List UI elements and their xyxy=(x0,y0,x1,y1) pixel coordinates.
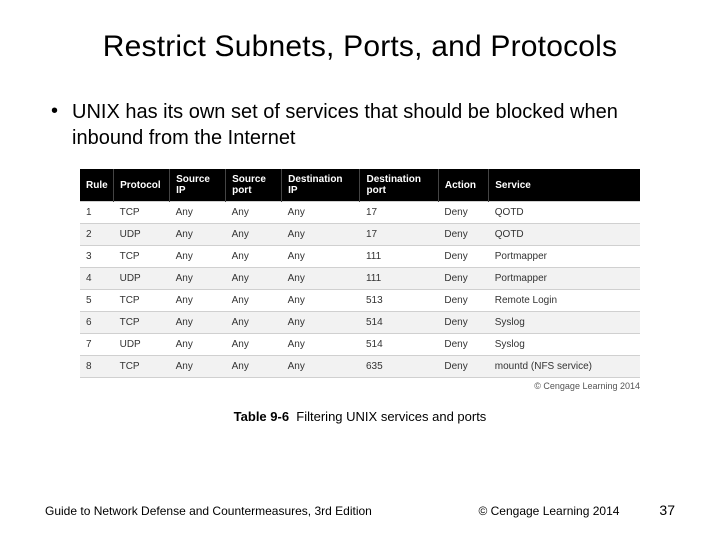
column-header: Action xyxy=(438,169,488,202)
table-cell: TCP xyxy=(114,202,170,224)
table-cell: Any xyxy=(282,312,360,334)
table-cell: Deny xyxy=(438,290,488,312)
table-cell: 7 xyxy=(80,334,114,356)
table-cell: UDP xyxy=(114,334,170,356)
table-cell: Any xyxy=(226,268,282,290)
table-cell: Deny xyxy=(438,246,488,268)
footer-copyright: © Cengage Learning 2014 xyxy=(478,504,619,518)
table-cell: 111 xyxy=(360,246,438,268)
services-table-wrap: RuleProtocolSource IPSource portDestinat… xyxy=(80,169,640,378)
table-row: 3TCPAnyAnyAny111DenyPortmapper xyxy=(80,246,640,268)
table-copyright: © Cengage Learning 2014 xyxy=(80,381,640,391)
table-cell: UDP xyxy=(114,268,170,290)
table-cell: QOTD xyxy=(489,202,640,224)
table-caption: Table 9-6 Filtering UNIX services and po… xyxy=(45,409,675,424)
bullet-text: UNIX has its own set of services that sh… xyxy=(72,99,675,151)
column-header: Destination port xyxy=(360,169,438,202)
table-cell: Any xyxy=(282,334,360,356)
table-cell: 3 xyxy=(80,246,114,268)
table-cell: Deny xyxy=(438,334,488,356)
table-cell: Any xyxy=(226,246,282,268)
table-cell: Deny xyxy=(438,268,488,290)
table-cell: Any xyxy=(170,334,226,356)
table-cell: Any xyxy=(226,356,282,378)
table-cell: TCP xyxy=(114,356,170,378)
table-cell: Any xyxy=(170,202,226,224)
table-cell: Any xyxy=(170,224,226,246)
table-cell: TCP xyxy=(114,246,170,268)
table-cell: 2 xyxy=(80,224,114,246)
column-header: Destination IP xyxy=(282,169,360,202)
table-row: 6TCPAnyAnyAny514DenySyslog xyxy=(80,312,640,334)
table-row: 4UDPAnyAnyAny111DenyPortmapper xyxy=(80,268,640,290)
table-cell: Deny xyxy=(438,202,488,224)
table-cell: 6 xyxy=(80,312,114,334)
table-cell: Any xyxy=(282,356,360,378)
page-number: 37 xyxy=(659,502,675,518)
caption-label: Table 9-6 xyxy=(234,409,289,424)
table-cell: Deny xyxy=(438,312,488,334)
table-cell: mountd (NFS service) xyxy=(489,356,640,378)
table-cell: 514 xyxy=(360,312,438,334)
table-row: 2UDPAnyAnyAny17DenyQOTD xyxy=(80,224,640,246)
table-cell: 635 xyxy=(360,356,438,378)
table-cell: TCP xyxy=(114,290,170,312)
table-cell: Any xyxy=(170,356,226,378)
bullet-item: • UNIX has its own set of services that … xyxy=(45,99,675,151)
table-cell: Portmapper xyxy=(489,246,640,268)
table-cell: Any xyxy=(170,268,226,290)
table-cell: Any xyxy=(170,246,226,268)
table-cell: Any xyxy=(282,268,360,290)
table-row: 7UDPAnyAnyAny514DenySyslog xyxy=(80,334,640,356)
table-cell: 1 xyxy=(80,202,114,224)
table-cell: Syslog xyxy=(489,334,640,356)
table-row: 1TCPAnyAnyAny17DenyQOTD xyxy=(80,202,640,224)
table-cell: Portmapper xyxy=(489,268,640,290)
table-cell: 514 xyxy=(360,334,438,356)
table-cell: 5 xyxy=(80,290,114,312)
footer-reference: Guide to Network Defense and Countermeas… xyxy=(45,504,478,518)
table-cell: Syslog xyxy=(489,312,640,334)
column-header: Source IP xyxy=(170,169,226,202)
table-cell: UDP xyxy=(114,224,170,246)
table-cell: Any xyxy=(282,246,360,268)
column-header: Rule xyxy=(80,169,114,202)
column-header: Source port xyxy=(226,169,282,202)
table-cell: Any xyxy=(282,290,360,312)
table-cell: Any xyxy=(226,334,282,356)
column-header: Service xyxy=(489,169,640,202)
table-cell: Any xyxy=(170,312,226,334)
table-cell: Deny xyxy=(438,356,488,378)
table-row: 8TCPAnyAnyAny635Denymountd (NFS service) xyxy=(80,356,640,378)
table-cell: 17 xyxy=(360,202,438,224)
services-table: RuleProtocolSource IPSource portDestinat… xyxy=(80,169,640,378)
table-cell: 4 xyxy=(80,268,114,290)
table-cell: Any xyxy=(226,202,282,224)
table-cell: Any xyxy=(170,290,226,312)
table-cell: Any xyxy=(282,224,360,246)
table-cell: 17 xyxy=(360,224,438,246)
table-cell: Any xyxy=(226,290,282,312)
column-header: Protocol xyxy=(114,169,170,202)
table-cell: TCP xyxy=(114,312,170,334)
table-cell: Any xyxy=(226,224,282,246)
table-cell: QOTD xyxy=(489,224,640,246)
table-cell: Remote Login xyxy=(489,290,640,312)
table-cell: Any xyxy=(282,202,360,224)
table-row: 5TCPAnyAnyAny513DenyRemote Login xyxy=(80,290,640,312)
table-cell: Any xyxy=(226,312,282,334)
table-cell: Deny xyxy=(438,224,488,246)
table-cell: 513 xyxy=(360,290,438,312)
slide-footer: Guide to Network Defense and Countermeas… xyxy=(0,502,720,518)
caption-text: Filtering UNIX services and ports xyxy=(296,409,486,424)
slide-title: Restrict Subnets, Ports, and Protocols xyxy=(45,30,675,64)
table-cell: 8 xyxy=(80,356,114,378)
table-cell: 111 xyxy=(360,268,438,290)
bullet-dot: • xyxy=(51,99,58,123)
